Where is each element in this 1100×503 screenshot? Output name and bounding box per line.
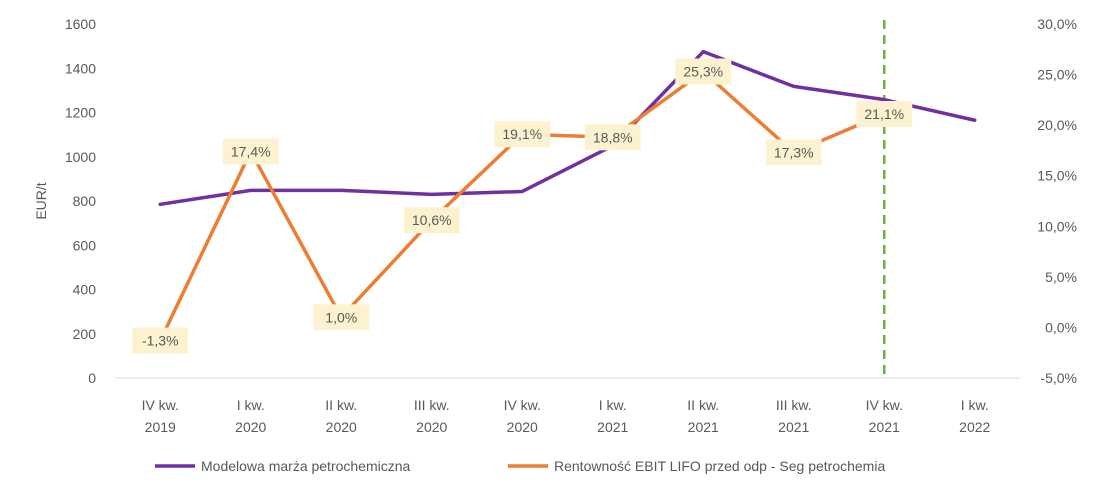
x-tick-label: 2020 [235,419,266,435]
data-label: 25,3% [683,64,723,80]
legend-label-1: Modelowa marża petrochemiczna [201,458,411,474]
x-tick-label: II kw. [325,397,357,413]
y-left-tick-label: 1000 [65,149,96,165]
y-right-tick-label: -5,0% [1040,370,1077,386]
data-label: 21,1% [864,106,904,122]
y-left-tick-label: 400 [73,282,97,298]
x-tick-label: III kw. [776,397,812,413]
y-right-tick-label: 0,0% [1045,319,1077,335]
data-label: 19,1% [502,126,542,142]
x-tick-label: II kw. [687,397,719,413]
y-left-tick-label: 1200 [65,105,96,121]
x-tick-label: IV kw. [504,397,541,413]
y-right-tick-label: 20,0% [1037,117,1077,133]
x-tick-label: 2020 [507,419,538,435]
data-label: 1,0% [325,309,357,325]
series-line-2 [160,72,884,341]
x-tick-label: IV kw. [142,397,179,413]
x-tick-label: IV kw. [866,397,903,413]
y-right-tick-label: 10,0% [1037,218,1077,234]
x-tick-label: 2020 [326,419,357,435]
x-tick-label: I kw. [599,397,627,413]
x-tick-label: 2021 [778,419,809,435]
x-tick-label: I kw. [237,397,265,413]
data-label: 17,4% [231,143,271,159]
data-label: 17,3% [774,144,814,160]
x-tick-label: 2021 [869,419,900,435]
data-label: 10,6% [412,212,452,228]
data-label: -1,3% [142,333,179,349]
x-tick-label: 2021 [597,419,628,435]
y-right-tick-label: 30,0% [1037,16,1077,32]
y-left-tick-label: 1400 [65,60,96,76]
y-right-tick-label: 15,0% [1037,168,1077,184]
legend-label-2: Rentowność EBIT LIFO przed odp - Seg pet… [554,458,885,474]
y-left-tick-label: 200 [73,326,97,342]
y-right-tick-label: 25,0% [1037,67,1077,83]
x-tick-label: 2020 [416,419,447,435]
x-tick-label: I kw. [961,397,989,413]
y-left-tick-label: 1600 [65,16,96,32]
y-right-tick-label: 5,0% [1045,269,1077,285]
data-label: 18,8% [593,129,633,145]
y-axis-title: EUR/t [33,182,49,219]
x-tick-label: 2021 [688,419,719,435]
y-left-tick-label: 600 [73,237,97,253]
x-tick-label: III kw. [414,397,450,413]
y-left-tick-label: 0 [88,370,96,386]
x-tick-label: 2019 [145,419,176,435]
x-tick-label: 2022 [959,419,990,435]
y-left-tick-label: 800 [73,193,97,209]
